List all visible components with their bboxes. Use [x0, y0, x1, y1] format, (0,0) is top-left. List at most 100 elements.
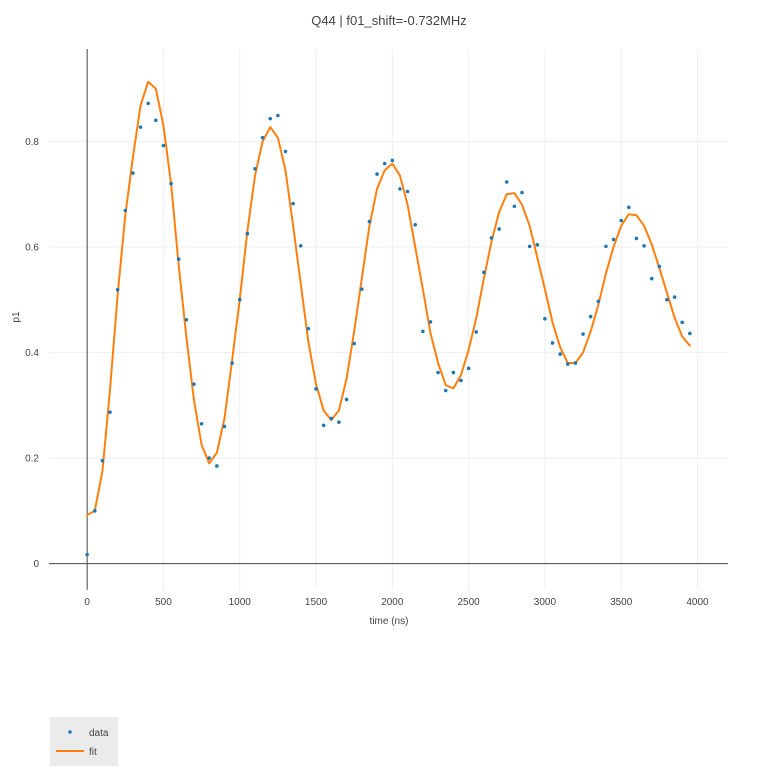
data-point-57: [520, 190, 524, 195]
data-point-5: [123, 208, 128, 213]
data-point-41: [398, 187, 402, 191]
fit-series: [86, 80, 691, 517]
x-tick-label-7: 3500: [610, 597, 633, 608]
data-point-20: [237, 297, 242, 302]
data-point-54: [497, 227, 501, 231]
data-point-35: [352, 341, 356, 346]
data-point-78: [680, 320, 685, 325]
data-point-40: [390, 158, 395, 163]
y-tick-label-1: 0.2: [25, 454, 39, 465]
data-point-15: [199, 421, 204, 426]
data-point-46: [436, 370, 440, 375]
data-point-19: [230, 361, 234, 365]
data-point-43: [413, 222, 418, 227]
data-point-37: [367, 219, 372, 224]
legend-box: [50, 717, 118, 766]
data-point-36: [359, 287, 364, 291]
y-axis-title: p1: [11, 311, 22, 323]
y-tick-label-2: 0.4: [25, 348, 39, 359]
data-point-33: [337, 420, 341, 424]
data-point-73: [642, 244, 646, 248]
data-point-60: [543, 316, 547, 321]
y-tick-label-4: 0.8: [25, 137, 39, 148]
data-point-52: [482, 270, 486, 275]
data-point-10: [161, 143, 166, 148]
data-point-77: [672, 295, 677, 299]
data-point-34: [344, 397, 349, 402]
data-point-17: [215, 464, 219, 468]
data-point-25: [276, 113, 280, 118]
x-tick-label-0: 0: [84, 597, 90, 608]
data-point-51: [474, 330, 479, 334]
data-point-66: [588, 314, 593, 319]
x-tick-label-5: 2500: [457, 597, 480, 608]
data-point-9: [154, 118, 158, 123]
data-point-26: [283, 149, 288, 154]
data-point-72: [634, 236, 639, 241]
data-point-74: [649, 276, 654, 281]
data-point-2: [100, 458, 105, 463]
data-point-24: [268, 116, 273, 121]
data-point-27: [291, 201, 295, 206]
data-point-71: [627, 205, 631, 210]
data-point-45: [428, 320, 433, 324]
data-point-53: [489, 236, 494, 240]
data-point-42: [405, 189, 410, 194]
data-point-58: [527, 244, 532, 249]
data-point-22: [253, 167, 257, 171]
data-point-32: [329, 416, 334, 421]
legend[interactable]: data fit: [50, 717, 118, 766]
data-point-56: [512, 204, 517, 209]
data-point-70: [619, 218, 623, 223]
data-point-49: [459, 378, 463, 383]
legend-fit-label: fit: [89, 747, 97, 758]
data-point-31: [321, 423, 326, 428]
data-point-8: [146, 101, 150, 106]
data-point-68: [604, 244, 608, 249]
legend-data-marker: [68, 730, 72, 734]
x-axis-title: time (ns): [370, 616, 409, 627]
chart-title: Q44 | f01_shift=-0.732MHz: [311, 13, 467, 28]
data-point-1: [92, 509, 97, 513]
data-point-23: [260, 135, 265, 140]
data-point-12: [176, 257, 181, 261]
data-point-44: [421, 329, 425, 334]
data-point-28: [298, 244, 303, 248]
x-tick-label-1: 500: [155, 597, 172, 608]
tick-labels: 0 500 1000 1500 2000 2500 3000 3500 4000 0 0.2 0.4 0…: [25, 137, 709, 608]
x-tick-label-2: 1000: [229, 597, 252, 608]
x-tick-label-6: 3000: [534, 597, 557, 608]
data-point-39: [382, 161, 387, 166]
y-tick-label-0: 0: [33, 559, 39, 570]
data-point-69: [611, 237, 616, 242]
data-point-21: [245, 231, 250, 236]
data-point-3: [108, 410, 112, 414]
data-point-6: [131, 171, 135, 175]
data-point-61: [550, 341, 555, 345]
data-point-59: [535, 243, 540, 247]
data-point-11: [169, 181, 173, 186]
data-point-75: [657, 264, 662, 269]
x-tick-label-4: 2000: [381, 597, 404, 608]
data-point-29: [306, 326, 311, 331]
data-point-0: [85, 552, 89, 557]
data-point-14: [192, 382, 196, 386]
data-point-38: [375, 172, 379, 176]
data-point-50: [466, 366, 471, 371]
x-tick-label-8: 4000: [686, 597, 709, 608]
data-point-48: [451, 370, 456, 375]
data-point-16: [207, 456, 212, 460]
y-tick-label-3: 0.6: [25, 242, 39, 253]
data-point-63: [565, 362, 570, 366]
data-point-4: [115, 287, 120, 292]
data-series: [85, 101, 692, 557]
data-point-65: [581, 332, 585, 336]
data-point-62: [558, 352, 562, 356]
data-point-79: [688, 331, 692, 336]
data-point-7: [138, 125, 143, 129]
data-point-18: [222, 424, 227, 429]
axes: [49, 49, 728, 590]
data-point-30: [314, 387, 318, 391]
